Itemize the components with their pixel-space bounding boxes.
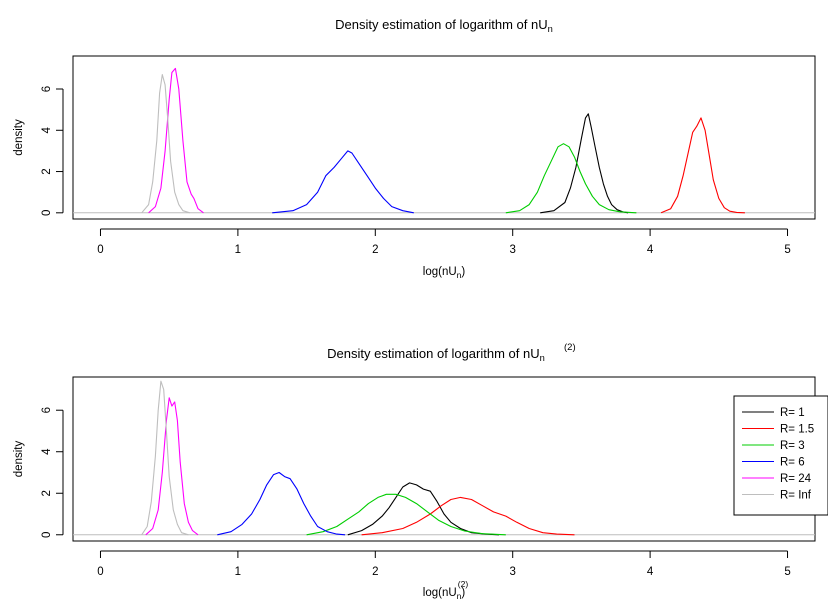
x-axis-label: log(nUn) <box>423 266 466 280</box>
plot-frame <box>72 376 816 542</box>
x-axis-label-close: ) <box>461 587 465 599</box>
chart-title-main: Density estimation of logarithm of nU <box>327 346 539 361</box>
legend-label: R= 3 <box>780 440 805 452</box>
x-tick-label: 1 <box>235 244 241 256</box>
legend-label: R= 6 <box>780 457 805 469</box>
x-axis-label-close: ) <box>461 266 465 278</box>
density-line-r-3 <box>505 143 637 214</box>
y-axis-label: density <box>13 441 25 478</box>
x-tick-label: 5 <box>784 244 790 256</box>
legend-label: R= 1.5 <box>780 424 814 436</box>
x-tick-label: 2 <box>372 566 378 578</box>
y-tick-label: 6 <box>41 407 53 413</box>
x-axis-label-text: log(nU <box>423 266 457 278</box>
x-axis-label-subscript: n <box>457 591 462 601</box>
legend-label: R= 1 <box>780 407 805 419</box>
density-line-r-1 <box>347 482 500 536</box>
legend: R= 1 R= 1.5 R= 3 R= 6 R= 24 R= Inf <box>733 395 828 516</box>
density-line-r-1 <box>540 113 629 214</box>
chart-title-superscript: (2) <box>564 342 576 353</box>
y-tick-label: 2 <box>41 168 53 174</box>
density-line-r-1-5 <box>361 496 575 536</box>
x-axis-label-text: log(nU <box>423 587 457 599</box>
x-axis-label: log(nUn) <box>423 587 466 601</box>
x-axis-label-superscript: (2) <box>458 579 469 589</box>
density-line-r-1-5 <box>660 117 745 214</box>
y-axis-label: density <box>13 119 25 156</box>
x-tick-label: 1 <box>235 566 241 578</box>
x-tick-label: 2 <box>372 244 378 256</box>
chart-title-subscript: n <box>540 353 545 363</box>
y-tick-label: 6 <box>41 86 53 92</box>
density-line-r-3 <box>306 493 506 536</box>
x-tick-label: 3 <box>510 244 516 256</box>
density-panel-2: Density estimation of logarithm of nUn(2… <box>13 342 828 601</box>
density-line-r-inf <box>141 74 190 214</box>
y-tick-label: 0 <box>41 210 53 216</box>
x-tick-label: 0 <box>97 566 103 578</box>
legend-label: R= Inf <box>780 490 812 502</box>
density-line-r-inf <box>141 380 189 536</box>
y-tick-label: 4 <box>41 448 53 455</box>
legend-box <box>733 395 828 516</box>
x-tick-label: 0 <box>97 244 103 256</box>
x-tick-label: 3 <box>510 566 516 578</box>
x-tick-label: 4 <box>647 566 654 578</box>
density-line-r-24 <box>148 67 204 214</box>
chart-title-main: Density estimation of logarithm of nU <box>335 17 547 32</box>
density-line-r-6 <box>272 150 414 214</box>
chart-title: Density estimation of logarithm of nUn <box>335 17 553 34</box>
chart-title: Density estimation of logarithm of nUn <box>327 346 545 363</box>
plot-frame <box>72 55 816 220</box>
x-axis-label-subscript: n <box>457 270 462 280</box>
legend-label: R= 24 <box>780 473 812 485</box>
x-tick-label: 5 <box>784 566 790 578</box>
density-line-r-24 <box>145 397 199 536</box>
density-line-r-6 <box>217 471 346 536</box>
chart-title-subscript: n <box>548 24 553 34</box>
y-tick-label: 0 <box>41 532 53 538</box>
y-tick-label: 2 <box>41 490 53 496</box>
x-tick-label: 4 <box>647 244 654 256</box>
y-tick-label: 4 <box>41 126 53 133</box>
